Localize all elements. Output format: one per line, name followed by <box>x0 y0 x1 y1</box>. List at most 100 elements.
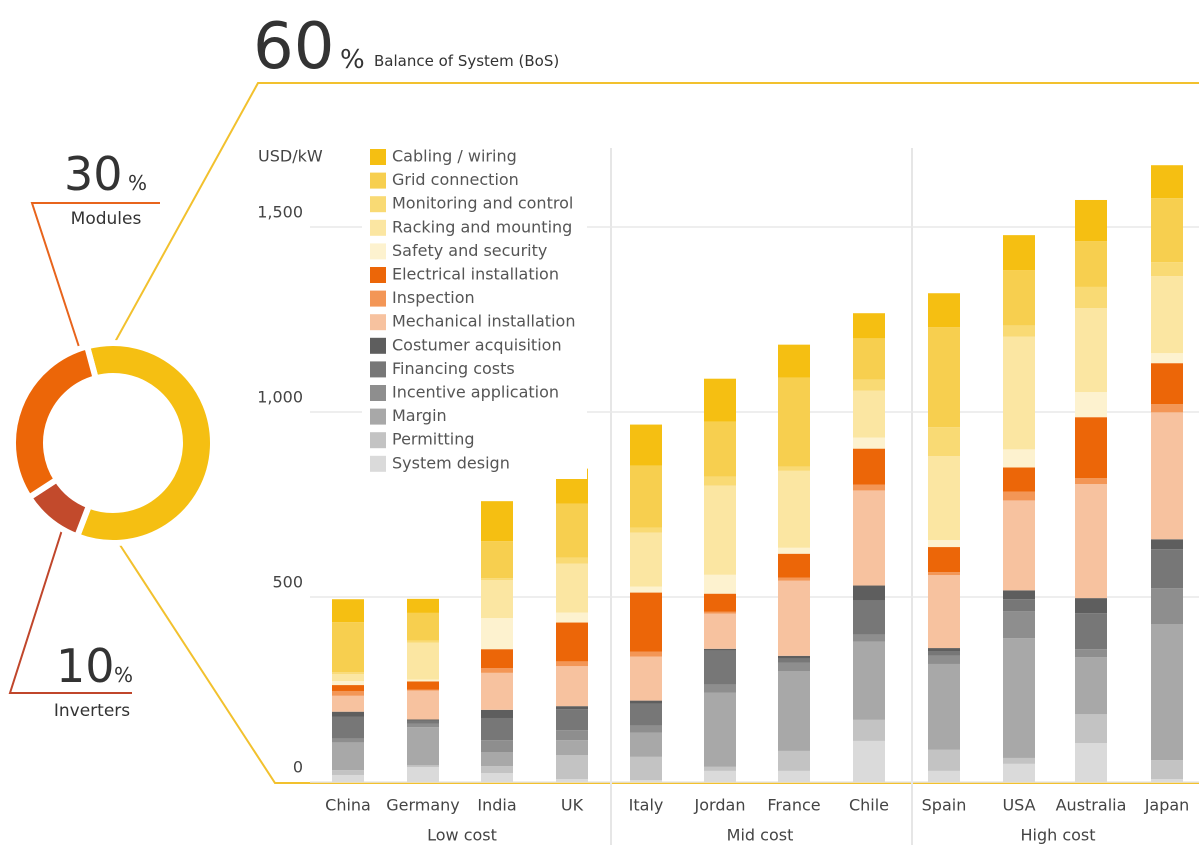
legend-swatch <box>370 196 386 213</box>
bar-segment <box>556 706 588 710</box>
bar-segment <box>1003 763 1035 782</box>
bos-callout <box>114 82 1199 343</box>
bar-segment <box>778 377 810 467</box>
bar-segment <box>630 725 662 733</box>
bar-segment <box>778 750 810 771</box>
x-tick-label: China <box>325 796 371 815</box>
x-tick-label: Germany <box>386 796 460 815</box>
bar-segment <box>556 666 588 707</box>
bar-segment <box>1003 235 1035 271</box>
bar-segment <box>1075 392 1107 418</box>
legend-swatch <box>370 361 386 378</box>
legend-swatch <box>370 385 386 401</box>
bar-segment <box>481 717 513 741</box>
bar-segment <box>407 719 439 721</box>
bar-segment <box>407 727 439 766</box>
x-tick-label: USA <box>1002 796 1035 815</box>
y-tick-label: 500 <box>272 573 303 592</box>
bar-segment <box>1075 286 1107 309</box>
bar-segment <box>630 465 662 528</box>
bar-segment <box>407 612 439 641</box>
bar-segment <box>778 770 810 782</box>
x-tick-label: Chile <box>849 796 889 815</box>
bar-segment <box>853 719 885 741</box>
bar-segment <box>630 700 662 704</box>
bar-segment <box>928 575 960 649</box>
donut <box>10 340 216 546</box>
legend-label: Monitoring and control <box>392 194 573 213</box>
bar-segment <box>704 378 736 422</box>
bar-segment <box>1003 449 1035 468</box>
bar-segment <box>332 774 364 782</box>
bar-segment <box>630 651 662 657</box>
bar-segment <box>704 613 736 649</box>
bar-segment <box>928 648 960 652</box>
bar-segment <box>332 673 364 681</box>
bar-segment <box>481 672 513 710</box>
bar-segment <box>332 716 364 739</box>
bar-segment <box>630 527 662 533</box>
bar-segment <box>407 642 439 680</box>
legend-label: Mechanical installation <box>392 312 575 331</box>
x-tick-label: Italy <box>629 796 664 815</box>
labels: 60% Balance of System (BoS) 10 % Inverters 30… <box>54 10 1189 845</box>
legend-label: Margin <box>392 406 447 425</box>
y-axis-label: USD/kW <box>258 147 323 166</box>
bar-segment <box>332 742 364 771</box>
bar-segment <box>704 476 736 486</box>
bar-segment <box>853 585 885 601</box>
bar-segment <box>407 765 439 768</box>
bar-segment <box>1151 779 1183 782</box>
bar-segment <box>1075 484 1107 599</box>
bar-segment <box>332 711 364 717</box>
bar-segment <box>481 501 513 542</box>
group-label: Mid cost <box>727 826 794 845</box>
legend-label: Permitting <box>392 430 475 449</box>
bar-segment <box>1003 500 1035 591</box>
bar-segment <box>407 767 439 782</box>
bar-segment <box>407 689 439 691</box>
bar-segment <box>704 611 736 614</box>
bar-segment <box>853 740 885 782</box>
group-label: Low cost <box>427 826 497 845</box>
bar-segment <box>928 427 960 457</box>
bar-segment <box>1075 657 1107 715</box>
bar-segment <box>1003 270 1035 326</box>
bar-segment <box>407 690 439 720</box>
bar-segment <box>481 649 513 669</box>
bar-segment <box>556 754 588 780</box>
bar-segment <box>481 618 513 650</box>
bar-segment <box>928 655 960 664</box>
bar-segment <box>332 672 364 674</box>
legend-swatch <box>370 455 386 472</box>
bar-segment <box>928 651 960 656</box>
bar-segment <box>928 293 960 328</box>
bar-segment <box>1075 714 1107 744</box>
bar-segment <box>1151 353 1183 364</box>
legend-label: Grid connection <box>392 170 519 189</box>
bar-segment <box>704 485 736 575</box>
bar-segment <box>481 579 513 619</box>
bar-segment <box>556 557 588 564</box>
bar-segment <box>704 648 736 651</box>
bar-segment <box>853 484 885 491</box>
legend-label: Costumer acquisition <box>392 335 562 354</box>
x-tick-label: India <box>477 796 516 815</box>
bar-segment <box>778 655 810 659</box>
bar-segment <box>1003 336 1035 450</box>
legend-swatch <box>370 219 386 236</box>
bar-segment <box>1151 624 1183 761</box>
bar-segment <box>556 622 588 662</box>
bar-segment <box>1003 491 1035 501</box>
bar-segment <box>332 685 364 691</box>
y-tick-label: 0 <box>293 758 303 777</box>
bar-segment <box>481 766 513 774</box>
legend-label: Safety and security <box>392 241 547 260</box>
bar-segment <box>630 780 662 782</box>
slice-label: Modules <box>71 209 142 229</box>
x-tick-label: Spain <box>922 796 967 815</box>
bar-segment <box>704 574 736 594</box>
bar-segment <box>778 547 810 554</box>
bar-segment <box>481 709 513 718</box>
bar-segment <box>407 640 439 643</box>
